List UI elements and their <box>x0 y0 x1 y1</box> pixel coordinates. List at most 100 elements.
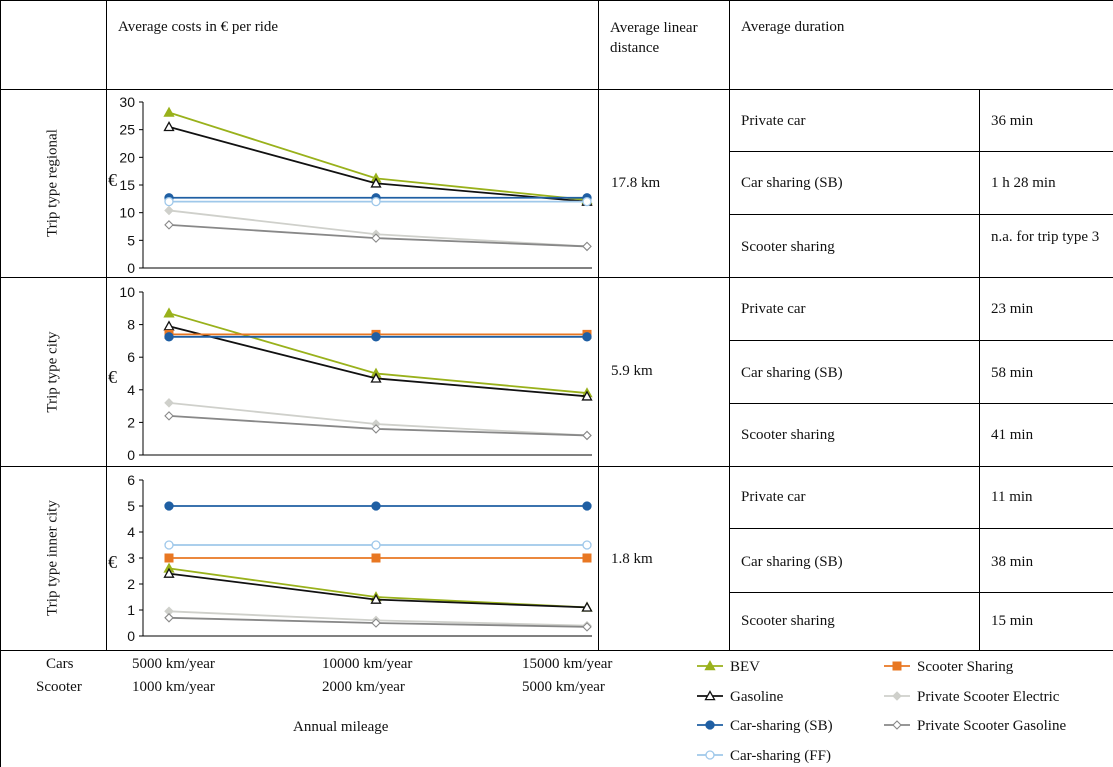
data-point-gasoline <box>370 372 382 383</box>
y-tick-label: 25 <box>119 122 135 138</box>
series-line-gasoline <box>168 126 588 203</box>
data-point-private-scooter-gasoline <box>582 430 592 441</box>
y-axis-label: € <box>108 367 117 387</box>
data-point-car-sharing-ff <box>371 196 381 207</box>
duration-mode: Scooter sharing <box>741 613 835 629</box>
distance-inner-city: 1.8 km <box>611 551 653 567</box>
y-tick-label: 20 <box>119 149 135 165</box>
duration-mode: Private car <box>741 113 806 129</box>
y-tick-label: 3 <box>127 550 135 566</box>
data-point-bev <box>163 307 175 318</box>
y-tick-label: 5 <box>127 498 135 514</box>
data-point-private-scooter-gasoline <box>582 622 592 632</box>
y-tick-label: 4 <box>127 382 135 398</box>
y-tick-label: 30 <box>119 94 135 110</box>
data-point-private-scooter-electric <box>164 205 174 216</box>
legend-marker-car-sharing-ff <box>705 750 715 760</box>
legend-label-private-scooter-gasoline: Private Scooter Gasoline <box>917 718 1066 734</box>
distance-city: 5.9 km <box>611 363 653 379</box>
y-tick-label: 5 <box>127 232 135 248</box>
duration-value: 23 min <box>991 301 1034 317</box>
data-point-private-scooter-gasoline <box>371 618 381 628</box>
data-point-private-scooter-gasoline <box>164 613 174 623</box>
x-tick-cars: 10000 km/year <box>322 656 413 672</box>
data-point-gasoline <box>581 390 593 401</box>
duration-value: 15 min <box>991 613 1034 629</box>
x-tick-cars: 5000 km/year <box>132 656 215 672</box>
duration-value: 36 min <box>991 113 1034 129</box>
data-point-car-sharing-sb <box>371 501 381 511</box>
duration-value: n.a. for trip type 3 <box>991 229 1100 245</box>
x-tick-scooter: 1000 km/year <box>132 679 215 695</box>
data-point-scooter-sharing <box>371 553 381 563</box>
duration-mode: Scooter sharing <box>741 427 835 443</box>
data-point-private-scooter-gasoline <box>582 241 592 252</box>
legend-marker-scooter-sharing <box>892 661 902 671</box>
duration-value: 1 h 28 min <box>991 175 1056 191</box>
duration-value: 11 min <box>991 489 1033 505</box>
data-point-car-sharing-sb <box>582 332 592 342</box>
x-tick-scooter: 5000 km/year <box>522 679 605 695</box>
data-point-private-scooter-gasoline <box>164 220 174 230</box>
y-tick-label: 0 <box>127 260 135 276</box>
data-point-private-scooter-gasoline <box>371 424 381 434</box>
y-tick-label: 1 <box>127 602 135 618</box>
duration-mode: Car sharing (SB) <box>741 554 843 570</box>
distance-regional: 17.8 km <box>611 175 661 191</box>
legend-label-bev: BEV <box>730 659 760 675</box>
legend-label-private-scooter-electric: Private Scooter Electric <box>917 689 1060 705</box>
legend-label-car-sharing-ff: Car-sharing (FF) <box>730 748 831 764</box>
y-tick-label: 10 <box>119 205 135 221</box>
legend-marker-private-scooter-electric <box>892 691 902 701</box>
data-point-gasoline <box>163 320 175 331</box>
data-point-car-sharing-ff <box>582 540 592 550</box>
y-tick-label: 4 <box>127 524 135 540</box>
y-tick-label: 0 <box>127 447 135 463</box>
duration-value: 58 min <box>991 365 1034 381</box>
y-tick-label: 0 <box>127 628 135 644</box>
duration-value: 41 min <box>991 427 1034 443</box>
cars-label: Cars <box>46 656 74 672</box>
legend-marker-car-sharing-sb <box>705 720 715 730</box>
data-point-gasoline <box>163 567 175 578</box>
data-point-car-sharing-sb <box>582 501 592 511</box>
duration-value: 38 min <box>991 554 1034 570</box>
data-point-car-sharing-sb <box>371 332 381 342</box>
y-tick-label: 2 <box>127 576 135 592</box>
data-point-gasoline <box>370 177 382 188</box>
duration-mode: Private car <box>741 489 806 505</box>
data-point-gasoline <box>370 593 382 604</box>
data-point-private-scooter-gasoline <box>371 233 381 243</box>
duration-mode: Private car <box>741 301 806 317</box>
y-axis-label: € <box>108 552 117 572</box>
legend-marker-bev <box>704 660 716 671</box>
data-point-car-sharing-ff <box>164 196 174 207</box>
cost-column-title: Average costs in € per ride <box>118 19 279 35</box>
legend-label-gasoline: Gasoline <box>730 689 784 705</box>
y-tick-label: 10 <box>119 284 135 300</box>
data-point-bev <box>163 106 175 117</box>
data-point-gasoline <box>163 121 175 132</box>
scooter-label: Scooter <box>36 679 82 695</box>
y-tick-label: 6 <box>127 472 135 488</box>
duration-column-title: Average duration <box>741 19 845 35</box>
y-tick-label: 6 <box>127 349 135 365</box>
data-point-car-sharing-ff <box>164 540 174 550</box>
y-tick-label: 8 <box>127 317 135 333</box>
x-axis-label: Annual mileage <box>293 719 389 735</box>
x-tick-cars: 15000 km/year <box>522 656 613 672</box>
data-point-scooter-sharing <box>164 553 174 563</box>
duration-mode: Car sharing (SB) <box>741 175 843 191</box>
legend-marker-private-scooter-gasoline <box>892 720 902 730</box>
duration-mode: Scooter sharing <box>741 239 835 255</box>
x-tick-scooter: 2000 km/year <box>322 679 405 695</box>
y-axis-label: € <box>108 170 117 190</box>
data-point-car-sharing-ff <box>371 540 381 550</box>
data-point-car-sharing-sb <box>164 332 174 342</box>
legend-marker-gasoline <box>704 690 716 701</box>
data-point-private-scooter-gasoline <box>164 411 174 421</box>
data-point-car-sharing-sb <box>164 501 174 511</box>
data-point-private-scooter-electric <box>164 398 174 408</box>
data-point-car-sharing-ff <box>582 196 592 207</box>
